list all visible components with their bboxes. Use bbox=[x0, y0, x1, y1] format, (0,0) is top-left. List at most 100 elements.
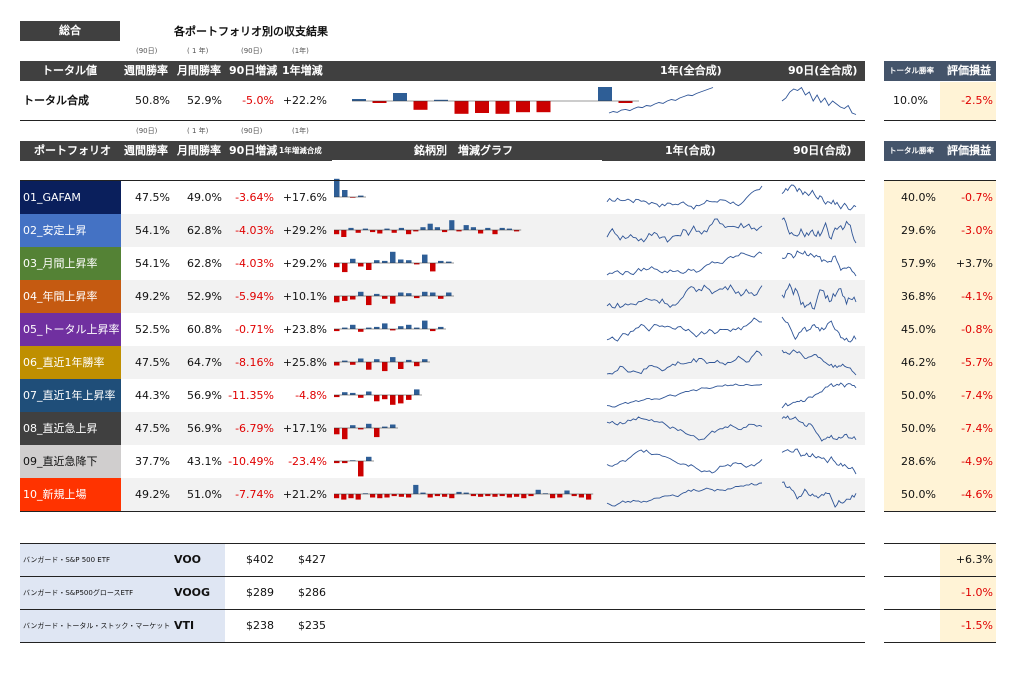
stock-bar bbox=[377, 494, 383, 499]
stock-bar bbox=[586, 494, 592, 500]
stock-bar bbox=[366, 391, 372, 395]
header2-stock-bar-graph: 銘柄別 増減グラフ bbox=[414, 144, 513, 157]
portfolio-weekly: 44.3% bbox=[135, 389, 170, 402]
portfolio-name[interactable]: 07_直近1年上昇率 bbox=[20, 379, 121, 412]
portfolio-name[interactable]: 05_トータル上昇率 bbox=[20, 313, 121, 346]
stock-bar bbox=[485, 494, 491, 497]
portfolio-name[interactable]: 04_年間上昇率 bbox=[20, 280, 121, 313]
etf-right-cells: -1.0% bbox=[884, 577, 996, 610]
portfolio-name[interactable]: 02_安定上昇 bbox=[20, 214, 121, 247]
portfolio-row[interactable]: 01_GAFAM 47.5% 49.0% -3.64% +17.6% bbox=[20, 178, 865, 215]
etf-eval: -1.0% bbox=[940, 577, 996, 609]
portfolio-right-cells: 28.6% -4.9% bbox=[884, 445, 996, 479]
portfolio-row[interactable]: 02_安定上昇 54.1% 62.8% -4.03% +29.2% bbox=[20, 214, 865, 248]
portfolio-90d-sparkline bbox=[781, 481, 857, 508]
stock-bar bbox=[366, 327, 372, 329]
portfolio-90d-sparkline bbox=[781, 184, 857, 211]
portfolio-1y-line bbox=[606, 416, 763, 441]
stock-bar bbox=[449, 494, 455, 499]
total-90d: -5.0% bbox=[242, 94, 274, 107]
etf-ticker: VOO bbox=[174, 553, 202, 566]
portfolio-eval: -7.4% bbox=[940, 379, 996, 412]
stock-bar bbox=[382, 426, 388, 428]
portfolio-1y-line bbox=[606, 350, 763, 375]
stock-bar bbox=[478, 230, 484, 234]
stock-bar bbox=[427, 223, 433, 230]
stock-bar bbox=[350, 362, 356, 365]
portfolio-y1: +21.2% bbox=[282, 488, 327, 501]
stock-bar bbox=[382, 296, 388, 299]
stock-bar bbox=[430, 263, 436, 272]
portfolio-1y-sparkline bbox=[606, 185, 763, 210]
total-bar bbox=[475, 101, 489, 113]
portfolio-row[interactable]: 08_直近急上昇 47.5% 56.9% -6.79% +17.1% bbox=[20, 412, 865, 446]
stock-bar bbox=[342, 190, 348, 197]
stock-bar bbox=[384, 494, 390, 498]
portfolio-1y-sparkline bbox=[606, 350, 763, 375]
stock-bar bbox=[334, 494, 340, 499]
stock-bar bbox=[506, 494, 512, 498]
portfolio-90d-sparkline bbox=[781, 415, 857, 442]
portfolio-row[interactable]: 07_直近1年上昇率 44.3% 56.9% -11.35% -4.8% bbox=[20, 379, 865, 413]
total-bar bbox=[618, 101, 633, 103]
portfolio-row[interactable]: 05_トータル上昇率 52.5% 60.8% -0.71% +23.8% bbox=[20, 313, 865, 347]
portfolio-total-win: 45.0% bbox=[884, 313, 940, 346]
portfolio-y1: -4.8% bbox=[295, 389, 327, 402]
portfolio-1y-line bbox=[606, 383, 763, 408]
portfolio-row[interactable]: 03_月間上昇率 54.1% 62.8% -4.03% +29.2% bbox=[20, 247, 865, 281]
stock-bar bbox=[406, 324, 412, 329]
total-bar bbox=[536, 101, 551, 113]
stock-bar bbox=[449, 220, 455, 230]
portfolio-90d-line bbox=[781, 382, 857, 409]
header-90d-composite: 90日(全合成) bbox=[788, 64, 858, 77]
portfolio-name[interactable]: 10_新規上場 bbox=[20, 478, 121, 511]
portfolio-row[interactable]: 06_直近1年勝率 47.5% 64.7% -8.16% +25.8% bbox=[20, 346, 865, 380]
stock-bar bbox=[374, 395, 380, 402]
portfolio-name[interactable]: 09_直近急降下 bbox=[20, 445, 121, 478]
stock-bar bbox=[350, 425, 356, 428]
stock-bar bbox=[506, 228, 512, 230]
stock-bar bbox=[391, 494, 397, 497]
stock-bar-chart bbox=[334, 220, 522, 237]
etf-long-name: バンガード・トータル・ストック・マーケット bbox=[23, 622, 171, 630]
stock-bar bbox=[398, 227, 404, 230]
etf-row[interactable]: バンガード・S&P 500 ETF VOO $402 $427 bbox=[20, 544, 865, 577]
total-bar bbox=[434, 99, 448, 101]
stock-bar bbox=[406, 494, 412, 498]
stock-bar bbox=[358, 291, 364, 296]
portfolio-right-cells: 57.9% +3.7% bbox=[884, 247, 996, 281]
stock-bar-chart bbox=[334, 389, 422, 405]
etf-eval: +6.3% bbox=[940, 544, 996, 576]
header2-90d-change: 90日増減 bbox=[229, 144, 278, 157]
portfolio-weekly: 54.1% bbox=[135, 224, 170, 237]
portfolio-1y-line bbox=[606, 185, 763, 210]
portfolio-name[interactable]: 03_月間上昇率 bbox=[20, 247, 121, 280]
paren-label-90d: (90日) bbox=[241, 47, 263, 55]
portfolio-name[interactable]: 06_直近1年勝率 bbox=[20, 346, 121, 379]
stock-bar bbox=[456, 230, 462, 232]
etf-row[interactable]: バンガード・トータル・ストック・マーケット VTI $238 $235 bbox=[20, 610, 865, 643]
etf-row[interactable]: バンガード・S&P500グロースETF VOOG $289 $286 bbox=[20, 577, 865, 610]
portfolio-90d-sparkline bbox=[781, 382, 857, 409]
page-title: 各ポートフォリオ別の収支結果 bbox=[174, 25, 328, 38]
portfolio-90d-line bbox=[781, 282, 857, 310]
stock-bar bbox=[350, 258, 356, 263]
stock-bar bbox=[398, 259, 404, 263]
portfolio-name[interactable]: 01_GAFAM bbox=[20, 181, 121, 214]
stock-bar bbox=[334, 296, 340, 303]
portfolio-monthly: 49.0% bbox=[187, 191, 222, 204]
etf-price-1: $238 bbox=[246, 619, 274, 632]
portfolio-name[interactable]: 08_直近急上昇 bbox=[20, 412, 121, 445]
stock-bar bbox=[434, 227, 440, 230]
portfolio-row[interactable]: 09_直近急降下 37.7% 43.1% -10.49% -23.4% bbox=[20, 445, 865, 479]
stock-bar bbox=[390, 251, 396, 263]
stock-bar bbox=[355, 494, 361, 500]
portfolio-d90: -5.94% bbox=[235, 290, 274, 303]
header2-monthly-win: 月間勝率 bbox=[177, 144, 221, 157]
stock-bar bbox=[355, 230, 361, 233]
portfolio-row[interactable]: 10_新規上場 49.2% 51.0% -7.74% +21.2% bbox=[20, 478, 865, 512]
portfolio-row[interactable]: 04_年間上昇率 49.2% 52.9% -5.94% +10.1% bbox=[20, 280, 865, 314]
header-weekly-win: 週間勝率 bbox=[124, 64, 168, 77]
header2-90d-composite: 90日(合成) bbox=[793, 144, 852, 157]
header-total-value: トータル値 bbox=[42, 64, 97, 77]
